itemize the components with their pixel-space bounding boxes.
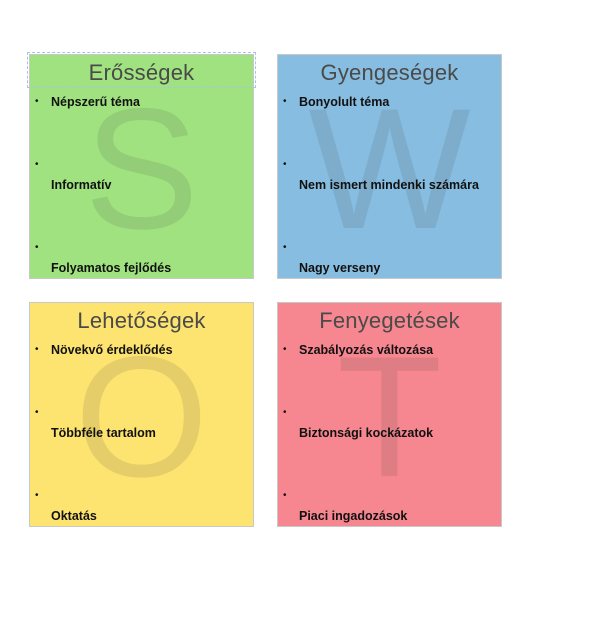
weaknesses-quadrant[interactable]: W Gyengeségek • Bonyolult téma • Nem ism… xyxy=(277,54,502,279)
threats-item-2[interactable]: Biztonsági kockázatok xyxy=(299,426,434,440)
threats-title[interactable]: Fenyegetések xyxy=(319,308,460,333)
weaknesses-item-3[interactable]: Nagy verseny xyxy=(299,261,381,275)
bullet-icon: • xyxy=(35,159,39,170)
weaknesses-title[interactable]: Gyengeségek xyxy=(320,60,459,85)
bullet-icon: • xyxy=(283,407,287,418)
threats-item-3[interactable]: Piaci ingadozások xyxy=(299,509,408,523)
bullet-icon: • xyxy=(283,242,287,253)
opportunities-item-1[interactable]: Növekvő érdeklődés xyxy=(51,343,173,357)
bullet-icon: • xyxy=(35,96,39,107)
strengths-item-2[interactable]: Informatív xyxy=(51,178,112,192)
bullet-icon: • xyxy=(35,407,39,418)
opportunities-quadrant[interactable]: O Lehetőségek • Növekvő érdeklődés • Töb… xyxy=(29,302,254,527)
threats-item-1[interactable]: Szabályozás változása xyxy=(299,343,434,357)
bullet-icon: • xyxy=(283,96,287,107)
bullet-icon: • xyxy=(35,490,39,501)
opportunities-item-3[interactable]: Oktatás xyxy=(51,509,97,523)
bullet-icon: • xyxy=(283,159,287,170)
bullet-icon: • xyxy=(283,490,287,501)
weaknesses-item-1[interactable]: Bonyolult téma xyxy=(299,95,390,109)
threats-quadrant[interactable]: T Fenyegetések • Szabályozás változása •… xyxy=(277,302,502,527)
bullet-icon: • xyxy=(35,242,39,253)
bullet-icon: • xyxy=(35,344,39,355)
weaknesses-item-2[interactable]: Nem ismert mindenki számára xyxy=(299,178,479,192)
bullet-icon: • xyxy=(283,344,287,355)
strengths-item-3[interactable]: Folyamatos fejlődés xyxy=(51,261,172,275)
opportunities-title[interactable]: Lehetőségek xyxy=(77,308,206,333)
strengths-quadrant[interactable]: S Erősségek • Népszerű téma • Informatív… xyxy=(29,54,254,279)
strengths-title[interactable]: Erősségek xyxy=(88,60,195,85)
opportunities-item-2[interactable]: Többféle tartalom xyxy=(51,426,156,440)
strengths-item-1[interactable]: Népszerű téma xyxy=(51,95,140,109)
